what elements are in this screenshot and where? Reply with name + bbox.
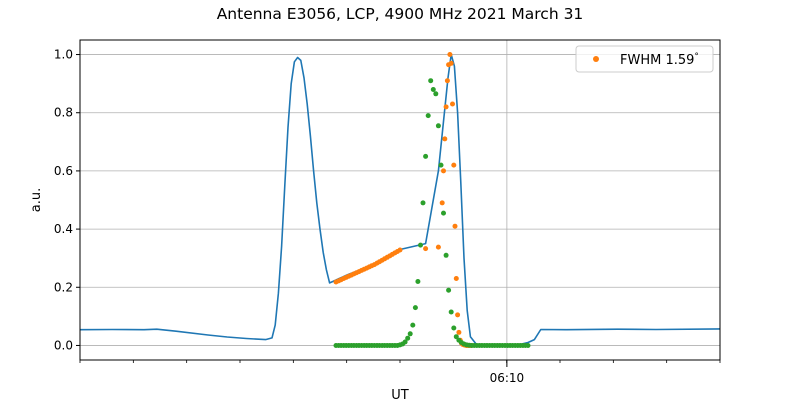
data-point-series-1 xyxy=(450,101,455,107)
data-point-series-2 xyxy=(451,325,457,331)
data-point-series-2 xyxy=(423,153,429,159)
data-point-series-2 xyxy=(407,331,413,337)
series-layer xyxy=(79,52,721,348)
data-point-series-2 xyxy=(428,78,434,84)
data-point-series-1 xyxy=(452,223,458,229)
data-point-series-2 xyxy=(441,210,446,216)
data-point-series-1 xyxy=(441,168,446,174)
data-point-series-2 xyxy=(435,123,441,129)
y-axis-label: a.u. xyxy=(29,188,44,212)
data-point-series-1 xyxy=(451,162,457,168)
data-point-series-2 xyxy=(448,309,454,315)
y-tick-label: 0.2 xyxy=(54,280,73,294)
legend: FWHM 1.59° xyxy=(575,45,714,73)
plot-frame xyxy=(79,39,721,361)
data-point-series-1 xyxy=(439,200,445,206)
data-point-series-1 xyxy=(456,329,462,335)
tick-layer: 0.0 0.2 0.4 0.6 0.8 1.0 06:10 xyxy=(54,48,721,385)
data-point-series-2 xyxy=(438,162,444,168)
x-axis-label: UT xyxy=(391,388,409,400)
y-tick-label: 0.4 xyxy=(54,222,73,236)
data-point-series-2 xyxy=(446,287,452,293)
legend-label: FWHM 1.59° xyxy=(620,52,699,68)
data-point-series-2 xyxy=(410,322,416,328)
legend-label-degree: ° xyxy=(694,52,699,62)
data-point-series-2 xyxy=(425,113,431,119)
data-point-series-1 xyxy=(447,52,453,57)
data-point-series-1 xyxy=(442,136,448,142)
legend-marker xyxy=(593,56,599,62)
data-point-series-2 xyxy=(430,87,436,92)
data-point-series-1 xyxy=(435,244,441,250)
legend-label-main: FWHM 1.59 xyxy=(620,53,694,68)
data-point-series-2 xyxy=(412,305,418,311)
data-point-series-2 xyxy=(453,334,459,340)
grid-layer xyxy=(80,40,720,360)
data-point-series-2 xyxy=(415,279,421,284)
y-tick-label: 0.0 xyxy=(54,338,73,352)
y-tick-label: 1.0 xyxy=(54,48,73,62)
legend-box xyxy=(575,45,714,73)
data-point-series-1 xyxy=(443,104,449,110)
chart-title: Antenna E3056, LCP, 4900 MHz 2021 March … xyxy=(216,5,584,23)
data-point-series-2 xyxy=(405,335,411,341)
data-point-series-1 xyxy=(453,276,459,281)
data-point-series-1 xyxy=(444,78,450,84)
y-tick-label: 0.8 xyxy=(54,106,73,120)
data-point-series-1 xyxy=(455,312,461,318)
data-point-series-1 xyxy=(397,247,403,253)
series-line-0 xyxy=(79,53,721,347)
data-point-series-2 xyxy=(433,91,439,97)
x-tick-label: 06:10 xyxy=(490,371,525,385)
data-point-series-2 xyxy=(402,339,408,345)
data-point-series-2 xyxy=(525,343,531,348)
y-tick-label: 0.6 xyxy=(54,164,73,178)
data-point-series-2 xyxy=(418,242,423,248)
data-point-series-1 xyxy=(423,246,429,252)
data-point-series-2 xyxy=(443,252,449,258)
data-point-series-2 xyxy=(420,200,426,206)
data-point-series-1 xyxy=(448,60,454,66)
